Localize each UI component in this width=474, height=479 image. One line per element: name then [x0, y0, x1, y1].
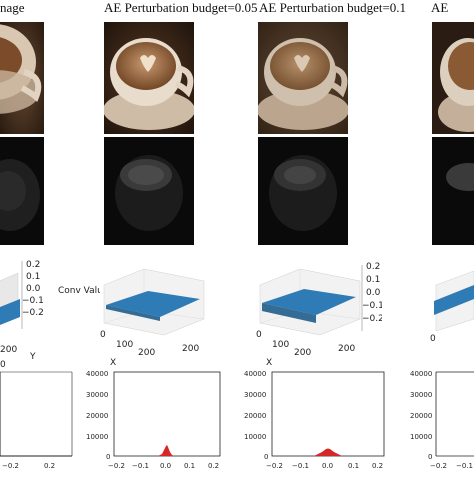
hist-y-tick: 40000: [86, 370, 108, 378]
hist-y-tick: 20000: [244, 412, 266, 420]
conv-surface: [106, 291, 200, 317]
histogram-3: 40000 30000 20000 10000 0 −0.2 −0.1 0.0 …: [244, 370, 390, 474]
z-tick: −0.1: [22, 296, 44, 306]
x-tick: 200: [138, 348, 155, 358]
perturbation-map-2: [104, 137, 194, 245]
surface-plot-1: 0.2 0.1 0.0 −0.1 −0.2 Conv Value 200 Y 0: [0, 255, 109, 370]
z-tick: −0.1: [362, 301, 382, 311]
perturbation-map-4: [432, 137, 474, 245]
z-tick: −0.2: [362, 314, 382, 324]
hist-x-tick: 0.2: [372, 462, 383, 470]
x-tick: 200: [294, 348, 311, 358]
histogram-4: 40000 30000 20000 10000 0 −0.2 −0.1: [410, 370, 474, 474]
hist-y-tick: 40000: [410, 370, 432, 378]
surface-plot-4: 0: [420, 255, 474, 367]
histogram-2: 40000 30000 20000 10000 0 −0.2 −0.1 0.0 …: [86, 370, 226, 474]
hist-x-tick: 0.0: [160, 462, 171, 470]
hist-y-tick: 0: [106, 453, 110, 461]
hist-x-tick: −0.2: [430, 462, 447, 470]
y-axis-label: Y: [29, 352, 36, 362]
x-axis-label: X: [266, 358, 272, 367]
z-tick: 0.1: [26, 272, 40, 282]
hist-x-tick: 0.1: [184, 462, 195, 470]
z-tick: 0.1: [366, 275, 380, 285]
hist-x-tick: 0.0: [322, 462, 333, 470]
x-tick: 100: [116, 340, 133, 350]
hist-y-tick: 10000: [410, 433, 432, 441]
hist-y-tick: 30000: [244, 391, 266, 399]
column-title-1: nage: [0, 0, 25, 15]
surface-plot-3: 0.2 0.1 0.0 −0.1 −0.2 0 100 200 200 X: [252, 255, 384, 368]
perturbed-image-0.05: [104, 22, 194, 134]
conv-surface: [434, 285, 474, 315]
hist-y-tick: 10000: [244, 433, 266, 441]
perturbation-map-3: [258, 137, 348, 245]
surface-plot-2: 0 100 200 200 X: [96, 255, 226, 368]
hist-y-tick: 20000: [86, 412, 108, 420]
x-tick: 0: [256, 330, 262, 340]
y-tick: 200: [182, 344, 199, 354]
hist-x-tick: −0.1: [132, 462, 149, 470]
column-title-3: AE Perturbation budget=0.1: [259, 0, 407, 15]
hist-y-tick: 0: [264, 453, 268, 461]
hist-x-tick: 0.1: [348, 462, 359, 470]
x-tick: 0: [100, 330, 106, 340]
y-tick: 200: [338, 344, 355, 354]
hist-x-tick: 0.2: [208, 462, 219, 470]
hist-x-tick: 0.2: [44, 462, 55, 470]
z-tick: 0.0: [26, 284, 41, 294]
hist-y-tick: 0: [428, 453, 432, 461]
hist-x-tick: −0.1: [292, 462, 309, 470]
hist-y-tick: 40000: [244, 370, 266, 378]
z-tick: 0.2: [366, 262, 380, 272]
x-tick: 0: [0, 360, 6, 367]
hist-x-tick: −0.2: [266, 462, 283, 470]
column-title-4: AE: [431, 0, 449, 15]
hist-y-tick: 30000: [86, 391, 108, 399]
column-title-2: AE Perturbation budget=0.05: [104, 0, 258, 15]
conv-surface: [0, 299, 20, 325]
conv-surface: [262, 289, 356, 315]
z-axis-label: Conv Value: [58, 286, 100, 296]
perturbed-image-partial: [432, 22, 474, 134]
perturbed-image-0.1: [258, 22, 348, 134]
x-axis-label: X: [110, 358, 116, 367]
hist-x-tick: −0.1: [456, 462, 473, 470]
hist-y-tick: 30000: [410, 391, 432, 399]
hist-bars: [158, 445, 174, 456]
z-tick: −0.2: [22, 308, 44, 318]
x-tick: 0: [430, 334, 436, 344]
hist-x-tick: −0.2: [108, 462, 125, 470]
y-tick: 200: [0, 345, 17, 355]
hist-x-tick: −0.2: [2, 462, 19, 470]
x-tick: 100: [272, 340, 289, 350]
original-image: [0, 22, 44, 134]
perturbation-map-1: [0, 137, 44, 245]
hist-bars: [314, 448, 342, 456]
histogram-1: −0.2 0.2: [0, 370, 80, 474]
z-tick: 0.0: [366, 288, 381, 298]
z-tick: 0.2: [26, 260, 40, 270]
hist-y-tick: 10000: [86, 433, 108, 441]
hist-y-tick: 20000: [410, 412, 432, 420]
